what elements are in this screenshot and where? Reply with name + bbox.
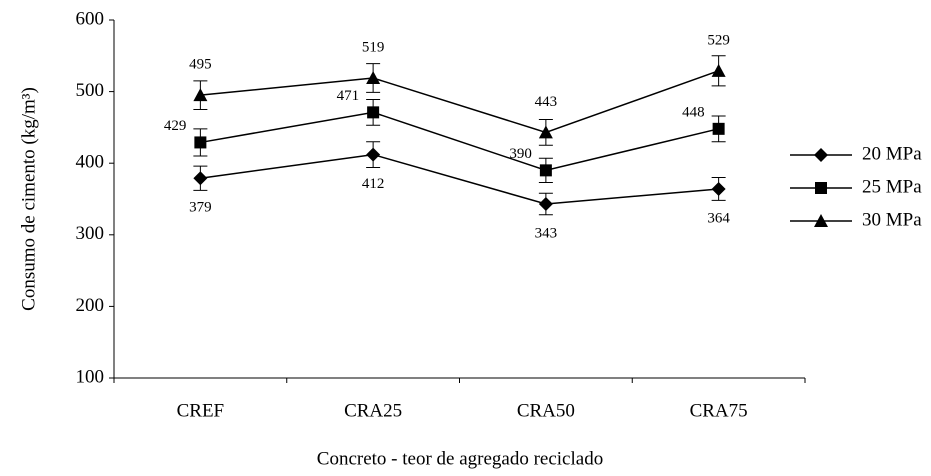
data-label: 364 bbox=[707, 210, 730, 226]
series-line bbox=[200, 111, 719, 172]
marker bbox=[814, 214, 828, 227]
data-label: 529 bbox=[707, 32, 730, 48]
data-label: 412 bbox=[362, 176, 385, 192]
marker bbox=[711, 63, 726, 77]
series-line bbox=[200, 153, 719, 205]
y-tick-label: 100 bbox=[76, 366, 105, 387]
data-label: 343 bbox=[535, 225, 558, 241]
legend-label: 20 MPa bbox=[862, 143, 922, 164]
data-label: 443 bbox=[535, 94, 558, 110]
data-label: 519 bbox=[362, 39, 385, 55]
y-tick-label: 200 bbox=[76, 295, 105, 316]
series-line bbox=[200, 70, 719, 134]
x-axis-title: Concreto - teor de agregado reciclado bbox=[317, 448, 603, 469]
marker bbox=[538, 125, 553, 139]
marker bbox=[194, 136, 207, 149]
marker bbox=[815, 182, 827, 194]
marker bbox=[366, 147, 381, 162]
data-label: 390 bbox=[509, 146, 532, 162]
data-label: 471 bbox=[337, 88, 360, 104]
x-tick-label: CREF bbox=[177, 400, 225, 421]
marker bbox=[814, 148, 828, 162]
marker bbox=[711, 181, 726, 196]
y-tick-label: 600 bbox=[76, 8, 105, 29]
x-tick-label: CRA25 bbox=[344, 400, 402, 421]
x-tick-label: CRA75 bbox=[690, 400, 748, 421]
marker bbox=[366, 70, 381, 84]
y-tick-label: 400 bbox=[76, 152, 105, 173]
data-label: 495 bbox=[189, 57, 212, 73]
y-tick-label: 300 bbox=[76, 223, 105, 244]
y-tick-label: 500 bbox=[76, 80, 105, 101]
data-label: 379 bbox=[189, 200, 212, 216]
y-axis-title: Consumo de cimento (kg/m³) bbox=[18, 87, 39, 311]
marker bbox=[539, 164, 552, 177]
legend-label: 30 MPa bbox=[862, 209, 922, 230]
marker bbox=[193, 171, 208, 186]
data-label: 429 bbox=[164, 118, 187, 134]
marker bbox=[193, 88, 208, 102]
legend-label: 25 MPa bbox=[862, 176, 922, 197]
marker bbox=[538, 197, 553, 212]
data-label: 448 bbox=[682, 104, 705, 120]
marker bbox=[367, 106, 380, 119]
marker bbox=[712, 122, 725, 135]
x-tick-label: CRA50 bbox=[517, 400, 575, 421]
